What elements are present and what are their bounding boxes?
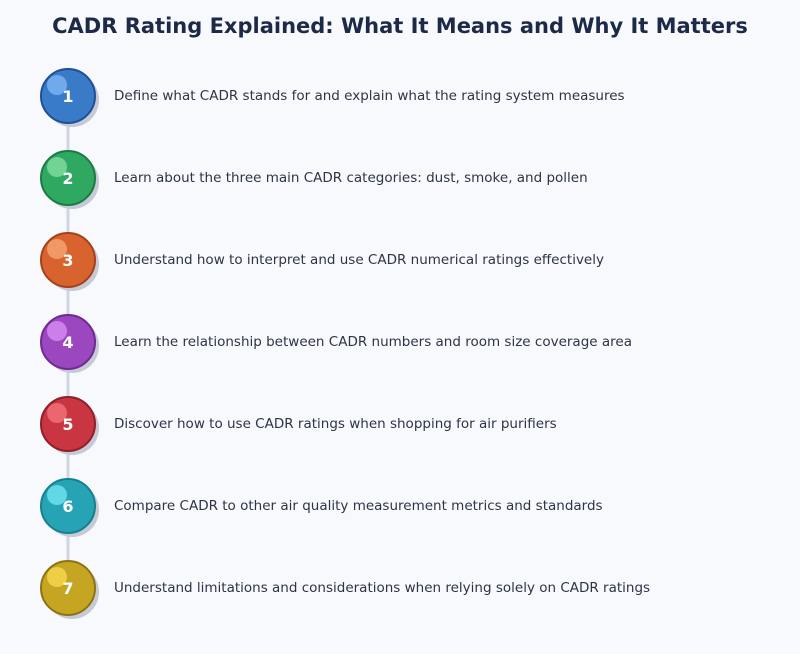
page-title: CADR Rating Explained: What It Means and… <box>52 14 748 38</box>
step-highlight <box>47 239 67 259</box>
step-number: 3 <box>62 251 73 270</box>
step-highlight <box>47 403 67 423</box>
step-number: 7 <box>62 579 73 598</box>
step-number: 1 <box>62 87 73 106</box>
step-number: 4 <box>62 333 73 352</box>
step-number: 2 <box>62 169 73 188</box>
step-label: Learn about the three main CADR categori… <box>114 170 588 186</box>
step-highlight <box>47 321 67 341</box>
step-number: 6 <box>62 497 73 516</box>
step-label: Understand limitations and consideration… <box>114 580 651 596</box>
step-label: Discover how to use CADR ratings when sh… <box>114 416 557 432</box>
step-highlight <box>47 567 67 587</box>
step-highlight <box>47 75 67 95</box>
step-highlight <box>47 157 67 177</box>
step-label: Define what CADR stands for and explain … <box>114 88 625 104</box>
step-label: Understand how to interpret and use CADR… <box>114 252 604 268</box>
step-label: Compare CADR to other air quality measur… <box>114 498 603 514</box>
step-highlight <box>47 485 67 505</box>
step-label: Learn the relationship between CADR numb… <box>114 334 632 350</box>
step-number: 5 <box>62 415 73 434</box>
